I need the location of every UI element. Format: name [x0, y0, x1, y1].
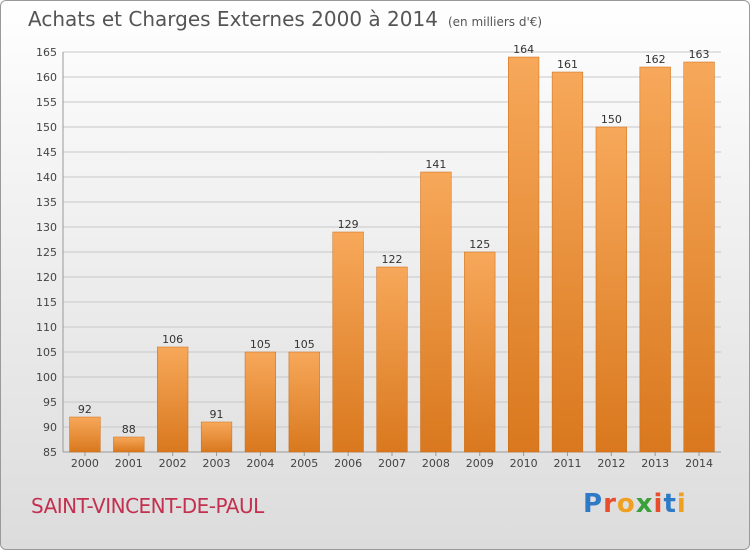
- bar: [639, 66, 671, 453]
- bar: [288, 351, 320, 453]
- chart-title: Achats et Charges Externes 2000 à 2014: [28, 7, 438, 31]
- y-tick-label: 110: [36, 321, 57, 334]
- data-label: 88: [122, 423, 136, 436]
- data-label: 106: [162, 333, 183, 346]
- proxiti-logo[interactable]: Proxiti: [583, 489, 687, 519]
- data-label: 105: [250, 338, 271, 351]
- data-label: 125: [469, 238, 490, 251]
- logo-letter: i: [676, 489, 687, 519]
- bar: [332, 231, 364, 453]
- y-tick-label: 85: [43, 446, 57, 459]
- x-tick-label: 2012: [597, 457, 625, 470]
- data-label: 91: [210, 408, 224, 421]
- bar: [683, 61, 715, 453]
- y-tick-label: 105: [36, 346, 57, 359]
- y-tick-label: 90: [43, 421, 57, 434]
- y-tick-label: 125: [36, 246, 57, 259]
- y-tick-label: 145: [36, 146, 57, 159]
- bar: [200, 421, 233, 453]
- x-tick-label: 2006: [334, 457, 362, 470]
- x-tick-label: 2000: [71, 457, 99, 470]
- logo-letter: x: [635, 489, 654, 519]
- y-tick-label: 155: [36, 96, 57, 109]
- bar: [464, 251, 496, 453]
- data-label: 92: [78, 403, 92, 416]
- y-tick-label: 100: [36, 371, 57, 384]
- bar: [420, 171, 452, 453]
- x-tick-label: 2011: [553, 457, 581, 470]
- x-tick-label: 2009: [466, 457, 494, 470]
- data-label: 162: [645, 53, 666, 66]
- data-label: 163: [689, 48, 710, 61]
- data-label: 164: [513, 43, 534, 56]
- x-tick-label: 2013: [641, 457, 669, 470]
- data-label: 141: [425, 158, 446, 171]
- x-tick-label: 2010: [510, 457, 538, 470]
- data-label: 105: [294, 338, 315, 351]
- x-tick-label: 2002: [159, 457, 187, 470]
- logo-letter: o: [616, 489, 636, 519]
- logo-letter: i: [653, 489, 664, 519]
- bar: [69, 416, 101, 453]
- bar: [376, 266, 408, 453]
- bar: [157, 346, 189, 453]
- y-tick-label: 95: [43, 396, 57, 409]
- logo-letter: r: [603, 489, 617, 519]
- x-tick-label: 2005: [290, 457, 318, 470]
- labels: 85 90 95 100 105 110 115 120 125 130 135 140 145 150 1…: [36, 43, 713, 470]
- logo-letter: P: [583, 489, 604, 519]
- y-tick-label: 165: [36, 46, 57, 59]
- title-row: Achats et Charges Externes 2000 à 2014 (e…: [28, 7, 542, 31]
- y-tick-label: 120: [36, 271, 57, 284]
- y-tick-label: 140: [36, 171, 57, 184]
- bar: [113, 436, 145, 453]
- chart-unit: (en milliers d'€): [447, 15, 543, 29]
- x-tick-label: 2003: [203, 457, 231, 470]
- logo-letter: t: [663, 489, 677, 519]
- x-tick-label: 2007: [378, 457, 406, 470]
- bar: [244, 351, 277, 453]
- bar: [507, 56, 540, 453]
- data-label: 150: [601, 113, 622, 126]
- x-tick-label: 2004: [246, 457, 274, 470]
- y-tick-label: 150: [36, 121, 57, 134]
- x-tick-label: 2014: [685, 457, 713, 470]
- bar: [551, 71, 584, 453]
- data-label: 122: [382, 253, 403, 266]
- commune-name: SAINT-VINCENT-DE-PAUL: [31, 494, 264, 518]
- y-tick-label: 115: [36, 296, 57, 309]
- bars: [69, 56, 715, 453]
- data-label: 161: [557, 58, 578, 71]
- y-tick-label: 160: [36, 71, 57, 84]
- bar: [595, 126, 627, 453]
- y-tick-label: 130: [36, 221, 57, 234]
- y-tick-label: 135: [36, 196, 57, 209]
- data-label: 129: [338, 218, 359, 231]
- x-tick-label: 2008: [422, 457, 450, 470]
- x-tick-label: 2001: [115, 457, 143, 470]
